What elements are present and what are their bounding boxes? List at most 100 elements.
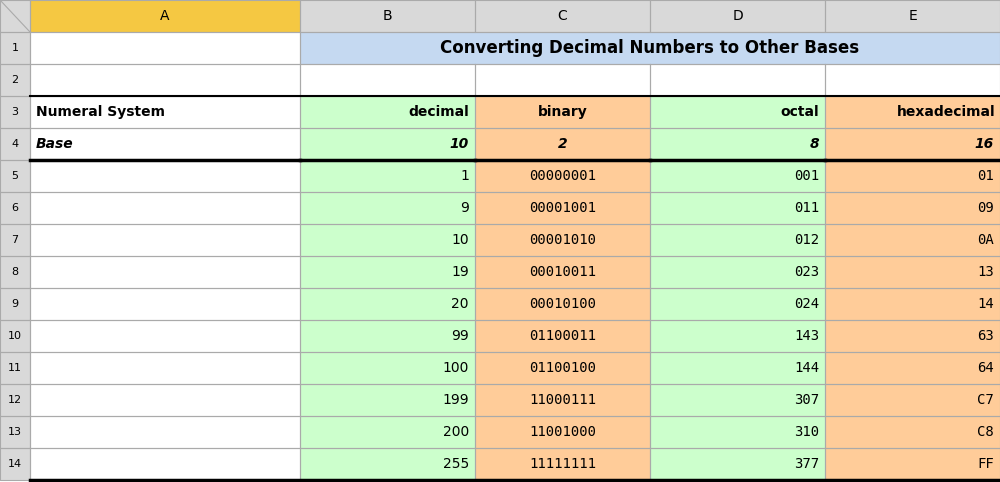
Bar bbox=[300, 160, 475, 192]
Text: 11111111: 11111111 bbox=[529, 457, 596, 471]
Text: 011: 011 bbox=[794, 201, 819, 215]
Bar bbox=[30, 192, 300, 224]
Bar bbox=[825, 320, 1000, 352]
Bar bbox=[825, 96, 1000, 128]
Bar bbox=[650, 448, 825, 480]
Text: Base: Base bbox=[36, 137, 74, 151]
Bar bbox=[300, 224, 475, 256]
Text: 01: 01 bbox=[977, 169, 994, 183]
Bar bbox=[30, 384, 300, 416]
Bar bbox=[30, 96, 300, 128]
Text: 143: 143 bbox=[794, 329, 819, 343]
Text: 377: 377 bbox=[794, 457, 819, 471]
Bar bbox=[0, 288, 30, 320]
Bar bbox=[300, 192, 475, 224]
Bar bbox=[475, 0, 650, 32]
Text: 11000111: 11000111 bbox=[529, 393, 596, 407]
Text: 10: 10 bbox=[451, 233, 469, 247]
Bar bbox=[825, 160, 1000, 192]
Text: 00001010: 00001010 bbox=[529, 233, 596, 247]
Bar bbox=[0, 64, 30, 96]
Bar bbox=[825, 0, 1000, 32]
Bar bbox=[0, 224, 30, 256]
Bar bbox=[650, 0, 825, 32]
Bar bbox=[825, 288, 1000, 320]
Bar bbox=[300, 32, 1000, 64]
Text: 00010011: 00010011 bbox=[529, 265, 596, 279]
Text: 63: 63 bbox=[977, 329, 994, 343]
Text: FF: FF bbox=[977, 457, 994, 471]
Bar bbox=[475, 288, 650, 320]
Bar bbox=[30, 288, 300, 320]
Bar bbox=[0, 32, 30, 64]
Bar bbox=[650, 352, 825, 384]
Bar bbox=[475, 384, 650, 416]
Text: C8: C8 bbox=[977, 425, 994, 439]
Bar bbox=[650, 416, 825, 448]
Bar bbox=[30, 416, 300, 448]
Text: 024: 024 bbox=[794, 297, 819, 311]
Bar bbox=[825, 224, 1000, 256]
Bar bbox=[0, 384, 30, 416]
Bar bbox=[825, 128, 1000, 160]
Text: 307: 307 bbox=[794, 393, 819, 407]
Bar bbox=[475, 64, 650, 96]
Text: 9: 9 bbox=[460, 201, 469, 215]
Bar bbox=[300, 352, 475, 384]
Bar bbox=[825, 416, 1000, 448]
Bar bbox=[0, 96, 30, 128]
Text: 6: 6 bbox=[12, 203, 18, 213]
Bar bbox=[475, 448, 650, 480]
Bar bbox=[30, 448, 300, 480]
Bar bbox=[825, 384, 1000, 416]
Text: 8: 8 bbox=[11, 267, 19, 277]
Text: 9: 9 bbox=[11, 299, 19, 309]
Bar bbox=[475, 128, 650, 160]
Bar bbox=[475, 416, 650, 448]
Text: 13: 13 bbox=[977, 265, 994, 279]
Text: 13: 13 bbox=[8, 427, 22, 437]
Bar bbox=[300, 64, 475, 96]
Text: 20: 20 bbox=[452, 297, 469, 311]
Bar bbox=[30, 64, 300, 96]
Bar bbox=[825, 448, 1000, 480]
Bar bbox=[650, 128, 825, 160]
Bar bbox=[0, 256, 30, 288]
Text: 14: 14 bbox=[8, 459, 22, 469]
Bar bbox=[825, 64, 1000, 96]
Bar bbox=[300, 288, 475, 320]
Bar bbox=[0, 128, 30, 160]
Text: 00000001: 00000001 bbox=[529, 169, 596, 183]
Text: 001: 001 bbox=[794, 169, 819, 183]
Text: B: B bbox=[383, 9, 392, 23]
Bar bbox=[0, 192, 30, 224]
Bar bbox=[300, 128, 475, 160]
Bar bbox=[0, 416, 30, 448]
Bar bbox=[300, 96, 475, 128]
Bar bbox=[300, 0, 475, 32]
Text: 144: 144 bbox=[794, 361, 819, 375]
Text: 023: 023 bbox=[794, 265, 819, 279]
Bar bbox=[475, 352, 650, 384]
Bar bbox=[30, 32, 300, 64]
Text: 1: 1 bbox=[460, 169, 469, 183]
Text: 99: 99 bbox=[451, 329, 469, 343]
Text: 01100100: 01100100 bbox=[529, 361, 596, 375]
Text: 8: 8 bbox=[809, 137, 819, 151]
Text: 00001001: 00001001 bbox=[529, 201, 596, 215]
Text: octal: octal bbox=[780, 105, 819, 119]
Bar bbox=[475, 224, 650, 256]
Text: decimal: decimal bbox=[408, 105, 469, 119]
Bar bbox=[475, 320, 650, 352]
Text: D: D bbox=[732, 9, 743, 23]
Text: E: E bbox=[908, 9, 917, 23]
Bar bbox=[650, 320, 825, 352]
Text: 19: 19 bbox=[451, 265, 469, 279]
Bar bbox=[300, 256, 475, 288]
Text: 10: 10 bbox=[450, 137, 469, 151]
Bar bbox=[650, 64, 825, 96]
Text: 11001000: 11001000 bbox=[529, 425, 596, 439]
Bar bbox=[0, 160, 30, 192]
Bar bbox=[30, 352, 300, 384]
Bar bbox=[825, 192, 1000, 224]
